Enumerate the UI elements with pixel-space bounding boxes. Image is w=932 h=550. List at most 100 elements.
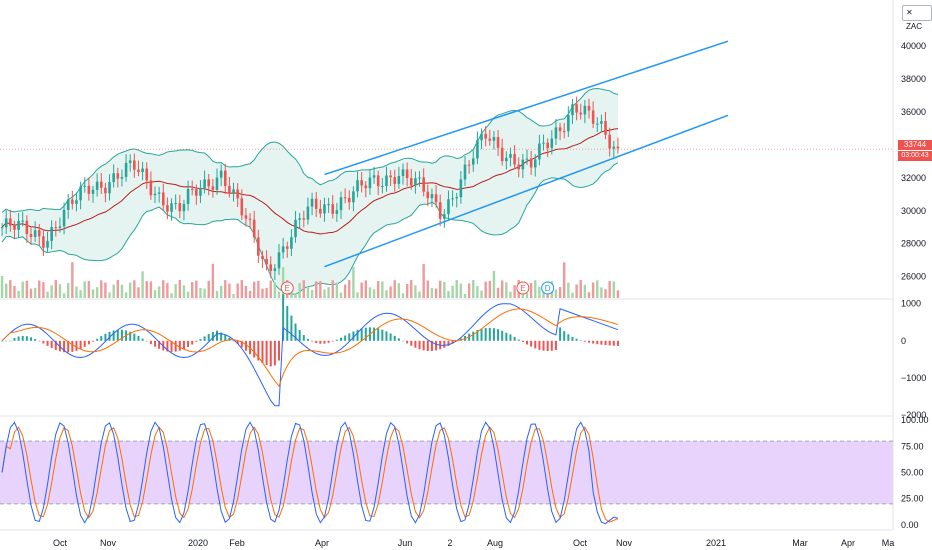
macd-histogram-bar [302, 335, 305, 341]
volume-bar [339, 292, 343, 298]
volume-bar [513, 285, 516, 298]
volume-bar [563, 262, 566, 298]
candle-body [46, 240, 49, 248]
candle-body [124, 162, 128, 177]
macd-histogram-bar [579, 340, 582, 341]
macd-histogram-bar [526, 340, 528, 345]
volume-bar [604, 289, 607, 298]
candle-body [281, 246, 285, 253]
macd-histogram-bar [244, 340, 247, 351]
volume-bar [170, 293, 173, 298]
candle-body [550, 138, 554, 149]
candle-body [50, 227, 53, 241]
event-marker-label: E [285, 284, 290, 293]
price-tick-label: 32000 [901, 173, 926, 183]
macd-histogram-bar [348, 333, 351, 341]
macd-histogram-bar [120, 329, 123, 341]
close-icon[interactable]: ✕ [906, 8, 913, 17]
macd-histogram-bar [116, 329, 119, 341]
volume-bar [467, 283, 471, 298]
macd-histogram-bar [356, 329, 359, 341]
stoch-d-line [1, 426, 619, 523]
volume-bar [534, 280, 537, 298]
candle-body [368, 177, 372, 189]
price-tick-label: 30000 [901, 206, 926, 216]
volume-bar [129, 282, 132, 298]
macd-histogram-bar [480, 328, 483, 341]
candle-body [579, 112, 583, 115]
macd-histogram-bar [521, 340, 524, 343]
time-tick-label: Apr [315, 538, 329, 548]
volume-bar [277, 291, 281, 298]
macd-histogram-bar [141, 338, 144, 341]
macd-histogram-bar [538, 340, 541, 350]
volume-bar [496, 287, 500, 298]
macd-histogram-bar [385, 331, 388, 341]
macd-histogram-bar [592, 340, 595, 344]
macd-histogram-bar [612, 340, 615, 346]
volume-bar [459, 283, 463, 298]
candle-body [310, 198, 314, 207]
candle-body [141, 168, 144, 173]
candle-body [182, 204, 186, 212]
macd-histogram-bar [571, 336, 574, 341]
macd-histogram-bar [410, 340, 413, 346]
macd-histogram-bar [550, 340, 553, 351]
candle-body [327, 204, 330, 206]
macd-histogram-bar [600, 340, 603, 345]
macd-histogram-bar [430, 340, 433, 351]
grid-layer [0, 0, 894, 531]
signal-line [1, 308, 619, 388]
candle-body [0, 227, 4, 229]
candle-body [273, 268, 277, 271]
volume-bar [381, 281, 384, 298]
price-tick-label: 40000 [901, 41, 926, 51]
volume-bar [207, 280, 210, 298]
macd-histogram-bar [530, 340, 533, 347]
volume-bar [236, 283, 239, 298]
macd-histogram-bar [298, 329, 301, 341]
candle-body [232, 189, 235, 194]
macd-histogram-bar [484, 327, 487, 341]
candle-body [4, 218, 8, 228]
candle-body [277, 252, 281, 269]
volume-bar [100, 280, 103, 298]
volume-bar [162, 280, 165, 298]
candle-body [298, 218, 301, 220]
macd-histogram-bar [5, 340, 8, 342]
candle-body [29, 234, 33, 237]
volume-bar [583, 284, 587, 298]
volume-bar [145, 281, 148, 298]
candle-body [418, 177, 421, 179]
volume-bar [484, 281, 487, 298]
candle-body [58, 226, 62, 228]
volume-bar [91, 289, 95, 298]
time-tick-label: Aug [487, 538, 503, 548]
volume-bar [33, 287, 37, 298]
macd-histogram-bar [154, 340, 156, 347]
symbol-badge[interactable]: ✕ ZAC [902, 5, 932, 31]
candle-body [616, 146, 620, 149]
volume-bar [21, 281, 24, 298]
volume-bar [248, 290, 252, 298]
volume-bar [567, 282, 570, 298]
candle-body [207, 179, 211, 187]
candle-body [219, 170, 223, 178]
candle-body [33, 230, 37, 237]
candle-body [9, 218, 12, 226]
macd-histogram-bar [397, 338, 400, 341]
macd-histogram-bar [323, 340, 326, 344]
volume-bar [83, 281, 86, 298]
macd-histogram-bar [294, 323, 297, 341]
macd-histogram-bar [563, 331, 566, 341]
candle-body [608, 134, 611, 149]
volume-bar [575, 284, 578, 298]
volume-bar [372, 289, 376, 298]
macd-histogram-bar [377, 328, 380, 341]
candle-body [294, 219, 297, 238]
macd-histogram-bar [513, 336, 516, 341]
time-tick-label: Oct [573, 538, 588, 548]
candle-body [248, 218, 252, 220]
macd-histogram-bar [96, 338, 99, 341]
